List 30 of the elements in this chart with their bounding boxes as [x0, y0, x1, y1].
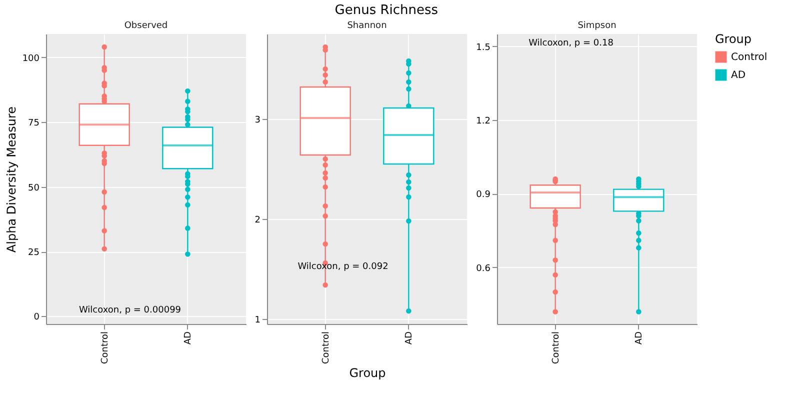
- chart-title: Shannon: [347, 21, 387, 31]
- y-tick-label: 50: [28, 183, 40, 194]
- x-axis-title: Group: [349, 366, 386, 380]
- y-tick-label: 0.9: [476, 190, 491, 200]
- x-tick-label: Control: [100, 332, 110, 364]
- chart-title: Observed: [124, 21, 168, 31]
- legend-title: Group: [715, 32, 752, 46]
- y-axis-title: Alpha Diversity Measure: [4, 106, 18, 253]
- legend-label: Control: [731, 52, 768, 63]
- x-tick-label: Control: [551, 332, 562, 364]
- annotation: Wilcoxon, p = 0.092: [298, 262, 388, 272]
- y-tick-label: 1.2: [476, 116, 490, 127]
- y-tick-label: 0.6: [476, 264, 491, 274]
- x-tick-label: AD: [404, 331, 415, 345]
- annotation: Wilcoxon, p = 0.00099: [78, 306, 182, 316]
- y-tick-label: 1.5: [476, 42, 490, 53]
- x-tick-label: AD: [184, 331, 194, 345]
- x-tick-label: Control: [321, 332, 332, 364]
- chart-subtitle: Genus Richness: [334, 3, 438, 18]
- chart-title: Simpson: [578, 21, 616, 31]
- legend-label: AD: [731, 70, 746, 81]
- y-tick-label: 75: [28, 118, 40, 129]
- y-tick-label: 100: [22, 54, 40, 64]
- x-tick-label: AD: [634, 331, 645, 345]
- y-tick-label: 25: [28, 248, 40, 258]
- y-tick-label: 0: [34, 312, 40, 323]
- y-tick-label: 3: [254, 116, 260, 126]
- y-tick-label: 2: [254, 216, 260, 226]
- y-tick-label: 1: [254, 316, 260, 326]
- annotation: Wilcoxon, p = 0.18: [528, 38, 614, 49]
